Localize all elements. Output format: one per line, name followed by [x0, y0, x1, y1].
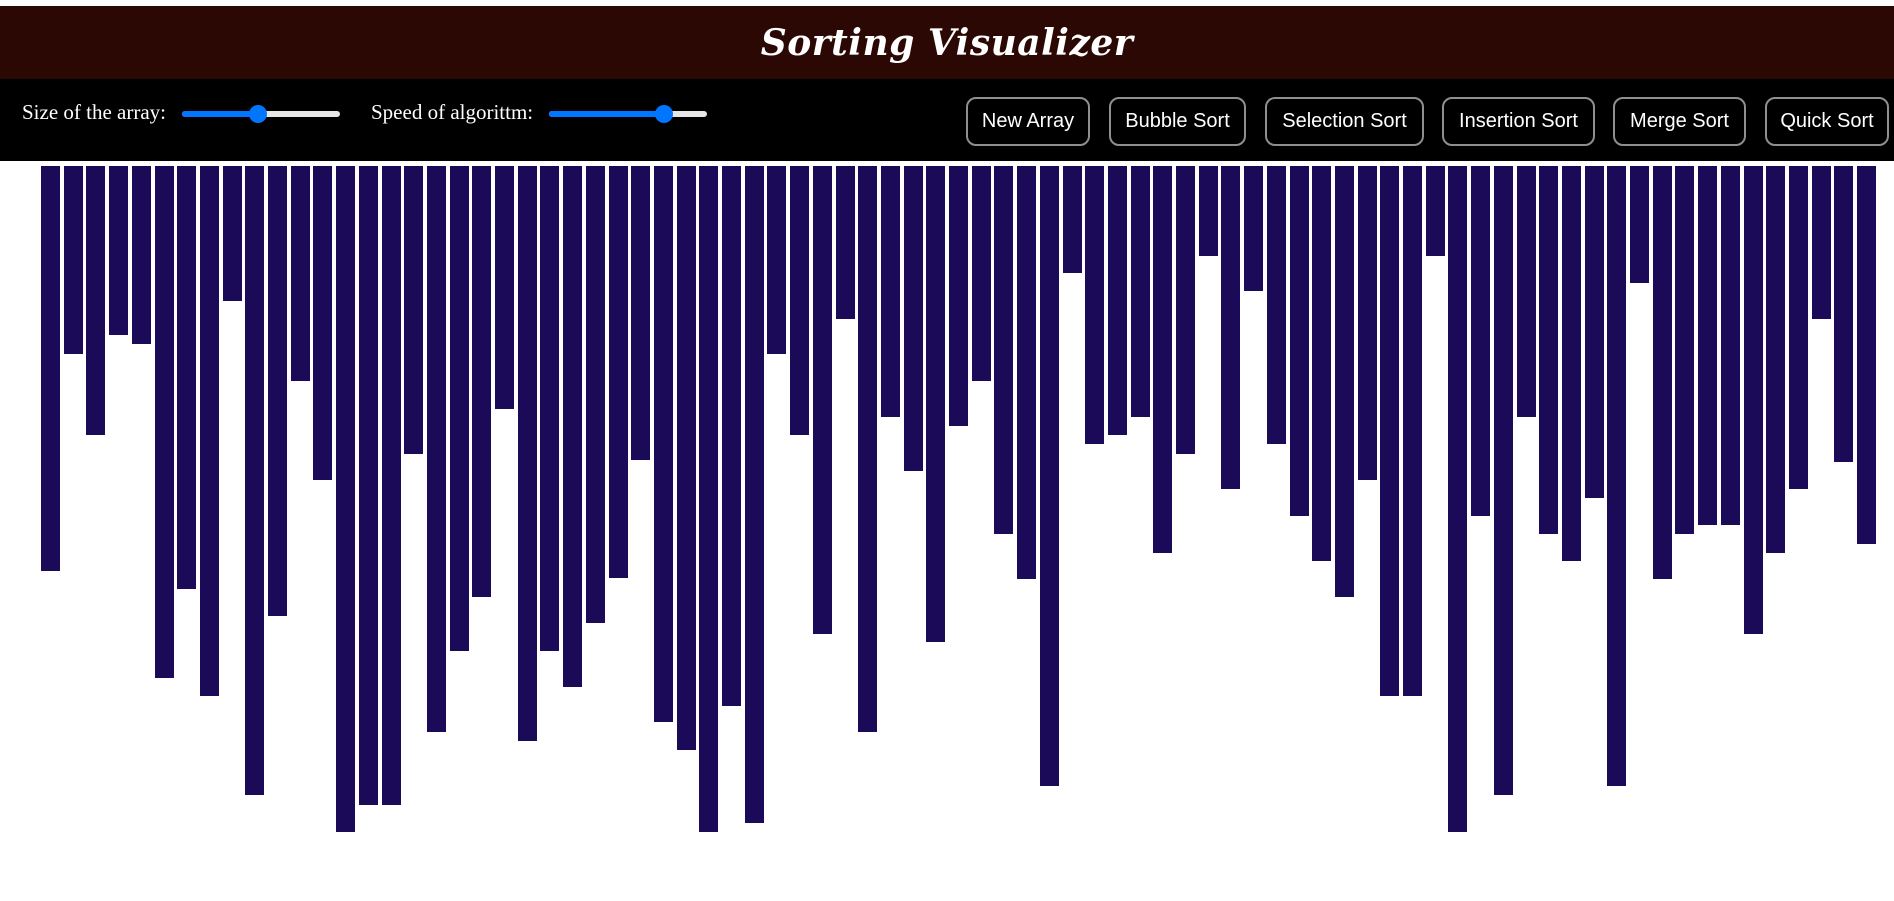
- array-bar: [336, 166, 356, 832]
- controls-bar: [0, 79, 1894, 161]
- array-bar: [631, 166, 651, 460]
- slider-thumb[interactable]: [248, 105, 267, 123]
- array-bar: [790, 166, 810, 435]
- array-bar: [245, 166, 265, 795]
- selection-sort-button[interactable]: Selection Sort: [1265, 97, 1424, 146]
- array-bar: [926, 166, 946, 642]
- array-bar: [1788, 166, 1808, 489]
- array-size-slider[interactable]: [182, 105, 340, 123]
- array-bar: [1630, 166, 1649, 283]
- array-bar: [449, 166, 469, 651]
- array-bar: [1289, 166, 1309, 516]
- array-bar: [1743, 166, 1763, 634]
- array-bar: [699, 166, 719, 832]
- array-bar: [1766, 166, 1786, 553]
- speed-slider[interactable]: [549, 105, 707, 123]
- array-bar: [1312, 166, 1332, 561]
- quick-sort-button[interactable]: Quick Sort: [1765, 97, 1889, 146]
- array-bar: [1584, 166, 1604, 498]
- slider-fill: [549, 111, 665, 117]
- array-bar: [676, 166, 696, 750]
- array-bar: [1334, 166, 1354, 597]
- slider-fill: [182, 111, 258, 117]
- array-bar: [268, 166, 287, 616]
- array-bar: [63, 166, 83, 354]
- array-bar: [1493, 166, 1513, 795]
- array-bar: [744, 166, 764, 823]
- array-bar: [653, 166, 673, 722]
- array-bar: [585, 166, 605, 623]
- array-bar: [426, 166, 446, 732]
- array-bar: [313, 166, 333, 480]
- array-bar: [1130, 166, 1150, 417]
- page-title: Sorting Visualizer: [760, 21, 1134, 64]
- array-bar: [109, 166, 129, 335]
- array-bar: [41, 166, 60, 571]
- array-bar: [1244, 166, 1264, 291]
- array-bar: [177, 166, 197, 589]
- array-bar: [381, 166, 401, 805]
- array-bar: [1561, 166, 1581, 561]
- array-bar: [1153, 166, 1173, 553]
- array-bar: [1448, 166, 1468, 832]
- merge-sort-button[interactable]: Merge Sort: [1613, 97, 1746, 146]
- array-bar: [722, 166, 741, 706]
- array-bar: [199, 166, 219, 696]
- array-bar: [131, 166, 151, 344]
- array-bar: [1607, 166, 1627, 786]
- array-bar: [971, 166, 991, 381]
- array-bar: [1720, 166, 1740, 525]
- array-bar: [1176, 166, 1195, 454]
- array-bar: [222, 166, 242, 301]
- array-bar: [540, 166, 560, 651]
- array-size-label: Size of the array:: [22, 100, 167, 124]
- array-bar: [290, 166, 310, 381]
- array-bar: [1425, 166, 1445, 256]
- array-bar: [1857, 166, 1876, 544]
- array-bar: [1357, 166, 1377, 480]
- array-bar: [858, 166, 878, 732]
- array-bar: [1017, 166, 1037, 579]
- array-bar: [1698, 166, 1718, 525]
- array-bar: [903, 166, 923, 471]
- array-bar: [1221, 166, 1241, 489]
- array-bar: [517, 166, 537, 741]
- array-bar: [1039, 166, 1059, 786]
- insertion-sort-button[interactable]: Insertion Sort: [1442, 97, 1595, 146]
- array-bar: [812, 166, 832, 634]
- array-bar: [1471, 166, 1491, 516]
- array-bar: [404, 166, 424, 454]
- array-bar: [154, 166, 174, 678]
- array-bar: [1516, 166, 1536, 417]
- array-bar: [1403, 166, 1422, 696]
- bubble-sort-button[interactable]: Bubble Sort: [1109, 97, 1246, 146]
- array-bar: [1675, 166, 1695, 534]
- array-bar: [563, 166, 583, 687]
- array-bar: [949, 166, 968, 426]
- array-bar: [1652, 166, 1672, 579]
- array-bar: [1085, 166, 1105, 444]
- array-bar: [880, 166, 900, 417]
- array-bar: [994, 166, 1014, 534]
- array-bar: [358, 166, 378, 805]
- array-bar: [1062, 166, 1082, 273]
- array-bar: [767, 166, 787, 354]
- array-bar: [495, 166, 514, 409]
- slider-thumb[interactable]: [655, 105, 674, 123]
- array-bar: [472, 166, 492, 597]
- speed-label: Speed of algorittm:: [371, 100, 534, 124]
- top-strip: [0, 0, 1894, 6]
- array-bar: [86, 166, 106, 435]
- array-bar: [1107, 166, 1127, 435]
- new-array-button[interactable]: New Array: [966, 97, 1090, 146]
- array-bar: [608, 166, 628, 578]
- array-bar: [1198, 166, 1218, 256]
- array-bar: [1380, 166, 1400, 696]
- array-bar: [1811, 166, 1831, 319]
- array-bar: [1266, 166, 1286, 444]
- array-bar: [835, 166, 855, 319]
- array-bar: [1539, 166, 1559, 534]
- array-bar: [1834, 166, 1854, 462]
- title-bar: Sorting Visualizer: [0, 6, 1894, 79]
